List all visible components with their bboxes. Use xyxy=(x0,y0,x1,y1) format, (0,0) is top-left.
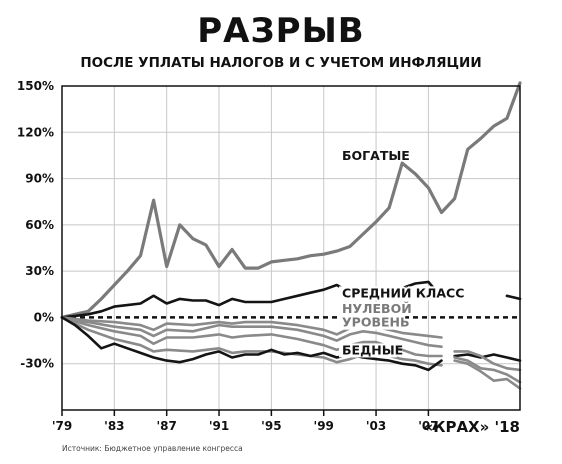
series-line xyxy=(60,81,522,319)
annotation-label: УРОВЕНЬ xyxy=(342,315,409,330)
series-line xyxy=(60,316,443,372)
x-axis-ticks: '79 '83 '87 '91 '95 '99 '03 '07 xyxy=(52,410,439,433)
series-line xyxy=(505,294,522,301)
x-tick-label: '83 xyxy=(104,419,124,433)
series-line xyxy=(453,359,522,390)
y-tick-label: -30% xyxy=(20,357,54,371)
x-tick-label: '99 xyxy=(314,419,334,433)
annotation-bg xyxy=(339,315,406,330)
annotation-label: НУЛЕВОЙ xyxy=(342,301,412,316)
x-tick-label: '07 xyxy=(418,419,438,433)
annotation-label: БОГАТЫЕ xyxy=(342,148,410,163)
annotation-label: СРЕДНИЙ КЛАСС xyxy=(342,285,464,300)
x-tick-label: '87 xyxy=(156,419,176,433)
y-tick-label: 0% xyxy=(34,310,54,324)
series-line xyxy=(453,356,522,384)
y-tick-label: 90% xyxy=(25,172,54,186)
series-line xyxy=(453,353,522,362)
chart-subtitle: ПОСЛЕ УПЛАТЫ НАЛОГОВ И С УЧЕТОМ ИНФЛЯЦИИ xyxy=(80,55,481,71)
x-tick-label: '95 xyxy=(261,419,281,433)
annotation-bg xyxy=(339,301,406,316)
series-group xyxy=(60,81,522,390)
series-line xyxy=(60,316,443,339)
x-tick-label: '03 xyxy=(366,419,386,433)
annotation-bg xyxy=(339,343,397,358)
y-axis-ticks: 150% 120% 90% 60% 30% 0% -30% xyxy=(17,79,54,371)
x-tick-label: '91 xyxy=(209,419,229,433)
y-tick-label: 120% xyxy=(17,125,54,139)
plot-frame xyxy=(61,85,521,411)
brand-label: «КРАХ» '18 xyxy=(424,418,521,436)
series-line xyxy=(60,316,443,367)
series-line xyxy=(453,350,522,372)
x-tick-label: '79 xyxy=(52,419,72,433)
source-note: Источник: Бюджетное управление конгресса xyxy=(62,444,243,453)
y-tick-label: 30% xyxy=(25,264,54,278)
series-line xyxy=(60,316,443,349)
y-tick-label: 60% xyxy=(25,218,54,232)
y-tick-label: 150% xyxy=(17,79,54,93)
chart-title: РАЗРЫВ xyxy=(197,11,364,51)
grid xyxy=(61,85,520,410)
annotation-label: БЕДНЫЕ xyxy=(342,342,403,357)
annotation-bg xyxy=(339,286,457,301)
